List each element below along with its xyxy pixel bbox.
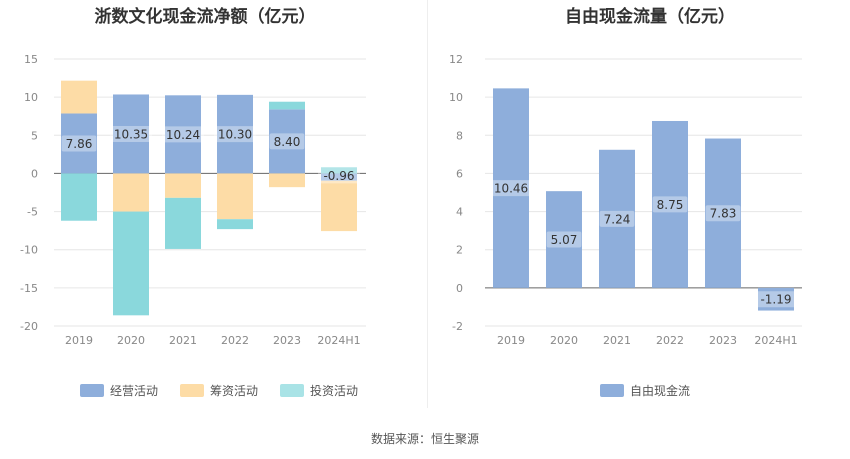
bar-投资活动-2021 (165, 197, 201, 249)
left-legend: 经营活动 筹资活动 投资活动 (80, 382, 358, 399)
right-legend: 自由现金流 (600, 382, 690, 399)
x-tick-label: 2019 (65, 334, 93, 347)
data-label-bg (755, 291, 797, 308)
legend-label-investing: 投资活动 (310, 384, 359, 398)
data-label-bg (214, 126, 256, 143)
y-tick-label: 8 (456, 129, 463, 142)
data-label: 7.24 (604, 212, 631, 226)
bar-投资活动-2020 (113, 211, 149, 316)
legend-label-financing: 筹资活动 (210, 384, 259, 398)
data-label: -0.96 (323, 169, 354, 183)
bar-自由现金流-2023 (705, 138, 741, 288)
data-label-bg (318, 167, 360, 184)
bar-筹资活动-2024H1 (321, 180, 357, 232)
x-tick-label: 2022 (221, 334, 249, 347)
bar-自由现金流-2019 (493, 88, 529, 288)
y-tick-label: -5 (27, 206, 38, 219)
data-label-bg (599, 210, 635, 227)
legend-swatch-investing (280, 384, 305, 397)
legend-item-fcf[interactable]: 自由现金流 (600, 382, 690, 399)
legend-swatch-fcf (600, 384, 624, 397)
bar-投资活动-2024H1 (321, 167, 357, 174)
y-tick-label: -10 (20, 244, 38, 257)
bar-投资活动-2022 (217, 219, 253, 230)
y-tick-label: 2 (456, 244, 463, 257)
free-cash-flow-chart: 12 10 8 6 4 2 0 -2 2019 2020 2021 2022 2023 2024H1 10.… (449, 53, 802, 347)
bar-经营活动-2023 (269, 109, 305, 174)
data-label-bg (269, 133, 305, 150)
bar-筹资活动-2022 (217, 173, 253, 220)
x-tick-label: 2024H1 (754, 334, 797, 347)
data-label-bg (652, 196, 688, 213)
data-label-bg (490, 180, 532, 197)
bar-经营活动-2019 (61, 113, 97, 174)
legend-swatch-financing (180, 384, 205, 397)
bar-经营活动-2022 (217, 94, 253, 174)
bar-经营活动-2024H1 (321, 173, 357, 181)
legend-item-financing[interactable]: 筹资活动 (180, 382, 258, 399)
x-tick-label: 2023 (709, 334, 737, 347)
data-label: 10.46 (494, 182, 528, 196)
data-source: 数据来源：恒生聚源 (370, 432, 479, 446)
y-tick-label: -15 (20, 282, 38, 295)
x-tick-label: 2021 (169, 334, 197, 347)
x-tick-label: 2020 (117, 334, 145, 347)
y-tick-label: 4 (456, 206, 463, 219)
data-label-bg (61, 135, 97, 152)
x-tick-label: 2022 (656, 334, 684, 347)
data-label: 8.40 (274, 135, 301, 149)
bar-筹资活动-2023 (269, 173, 305, 188)
legend-label-operating: 经营活动 (110, 384, 159, 398)
bar-筹资活动-2021 (165, 173, 201, 198)
data-label-bg (546, 231, 582, 248)
data-label: -1.19 (760, 293, 791, 307)
bar-经营活动-2021 (165, 95, 201, 174)
data-label: 10.35 (114, 127, 148, 141)
bar-经营活动-2020 (113, 94, 149, 174)
x-tick-label: 2024H1 (317, 334, 360, 347)
bar-筹资活动-2019 (61, 80, 97, 114)
data-label: 5.07 (551, 233, 578, 247)
chart-divider (427, 0, 428, 408)
data-label: 8.75 (657, 198, 684, 212)
bar-自由现金流-2022 (652, 120, 688, 288)
data-label: 7.86 (66, 137, 93, 151)
bar-投资活动-2019 (61, 173, 97, 221)
bar-自由现金流-2024H1 (758, 287, 794, 311)
data-label-bg (162, 126, 204, 143)
right-chart-title: 自由现金流量（亿元） (565, 7, 735, 27)
legend-swatch-operating (80, 384, 104, 397)
cash-flow-chart: 15 10 5 0 -5 -10 -15 -20 2019 2020 2021 2022 2023 202… (20, 53, 366, 347)
y-tick-label: 0 (31, 167, 38, 180)
y-tick-label: -2 (452, 320, 463, 333)
data-label-bg (110, 125, 152, 142)
y-tick-label: 0 (456, 282, 463, 295)
bar-筹资活动-2020 (113, 173, 149, 212)
data-label: 10.30 (218, 128, 252, 142)
y-tick-label: 5 (31, 129, 38, 142)
x-tick-label: 2020 (550, 334, 578, 347)
y-tick-label: -20 (20, 320, 38, 333)
y-tick-label: 15 (24, 53, 38, 66)
x-tick-label: 2023 (273, 334, 301, 347)
left-chart-title: 浙数文化现金流净额（亿元） (94, 7, 316, 27)
x-tick-label: 2019 (497, 334, 525, 347)
data-label: 10.24 (166, 128, 200, 142)
legend-item-investing[interactable]: 投资活动 (280, 382, 358, 399)
bar-投资活动-2023 (269, 101, 305, 110)
x-tick-label: 2021 (603, 334, 631, 347)
y-tick-label: 6 (456, 167, 463, 180)
bar-自由现金流-2020 (546, 191, 582, 288)
legend-item-operating[interactable]: 经营活动 (80, 382, 158, 399)
data-label-bg (705, 205, 741, 222)
data-label: 7.83 (710, 207, 737, 221)
legend-label-fcf: 自由现金流 (630, 384, 691, 398)
bar-自由现金流-2021 (599, 149, 635, 288)
y-tick-label: 12 (449, 53, 463, 66)
y-tick-label: 10 (24, 91, 38, 104)
y-tick-label: 10 (449, 91, 463, 104)
